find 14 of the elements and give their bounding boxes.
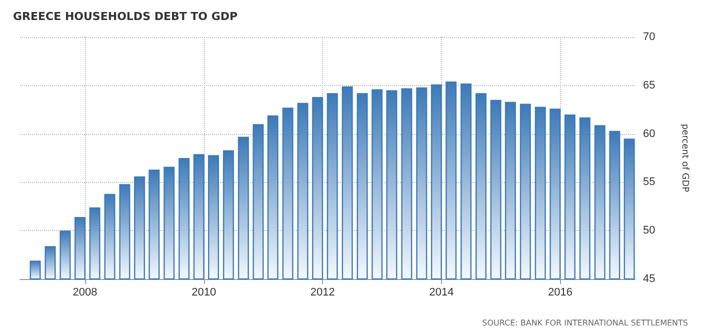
x-tick-label: 2016: [548, 286, 572, 298]
y-tick-label: 60: [643, 128, 656, 140]
source-note: SOURCE: BANK FOR INTERNATIONAL SETTLEMENTS: [482, 318, 688, 328]
y-tick-label: 65: [643, 79, 656, 92]
x-tick-label: 2010: [192, 286, 216, 298]
y-tick-label: 70: [643, 31, 656, 43]
y-axis-title: percent of GDP: [680, 124, 690, 193]
x-tick-label: 2014: [429, 286, 454, 298]
y-tick-label: 50: [643, 224, 656, 237]
x-tick-label: 2012: [310, 286, 335, 298]
y-tick-label: 45: [643, 273, 656, 285]
chart-title: GREECE HOUSEHOLDS DEBT TO GDP: [13, 10, 238, 23]
x-tick-label: 2008: [72, 286, 98, 298]
y-tick-label: 55: [643, 176, 656, 188]
